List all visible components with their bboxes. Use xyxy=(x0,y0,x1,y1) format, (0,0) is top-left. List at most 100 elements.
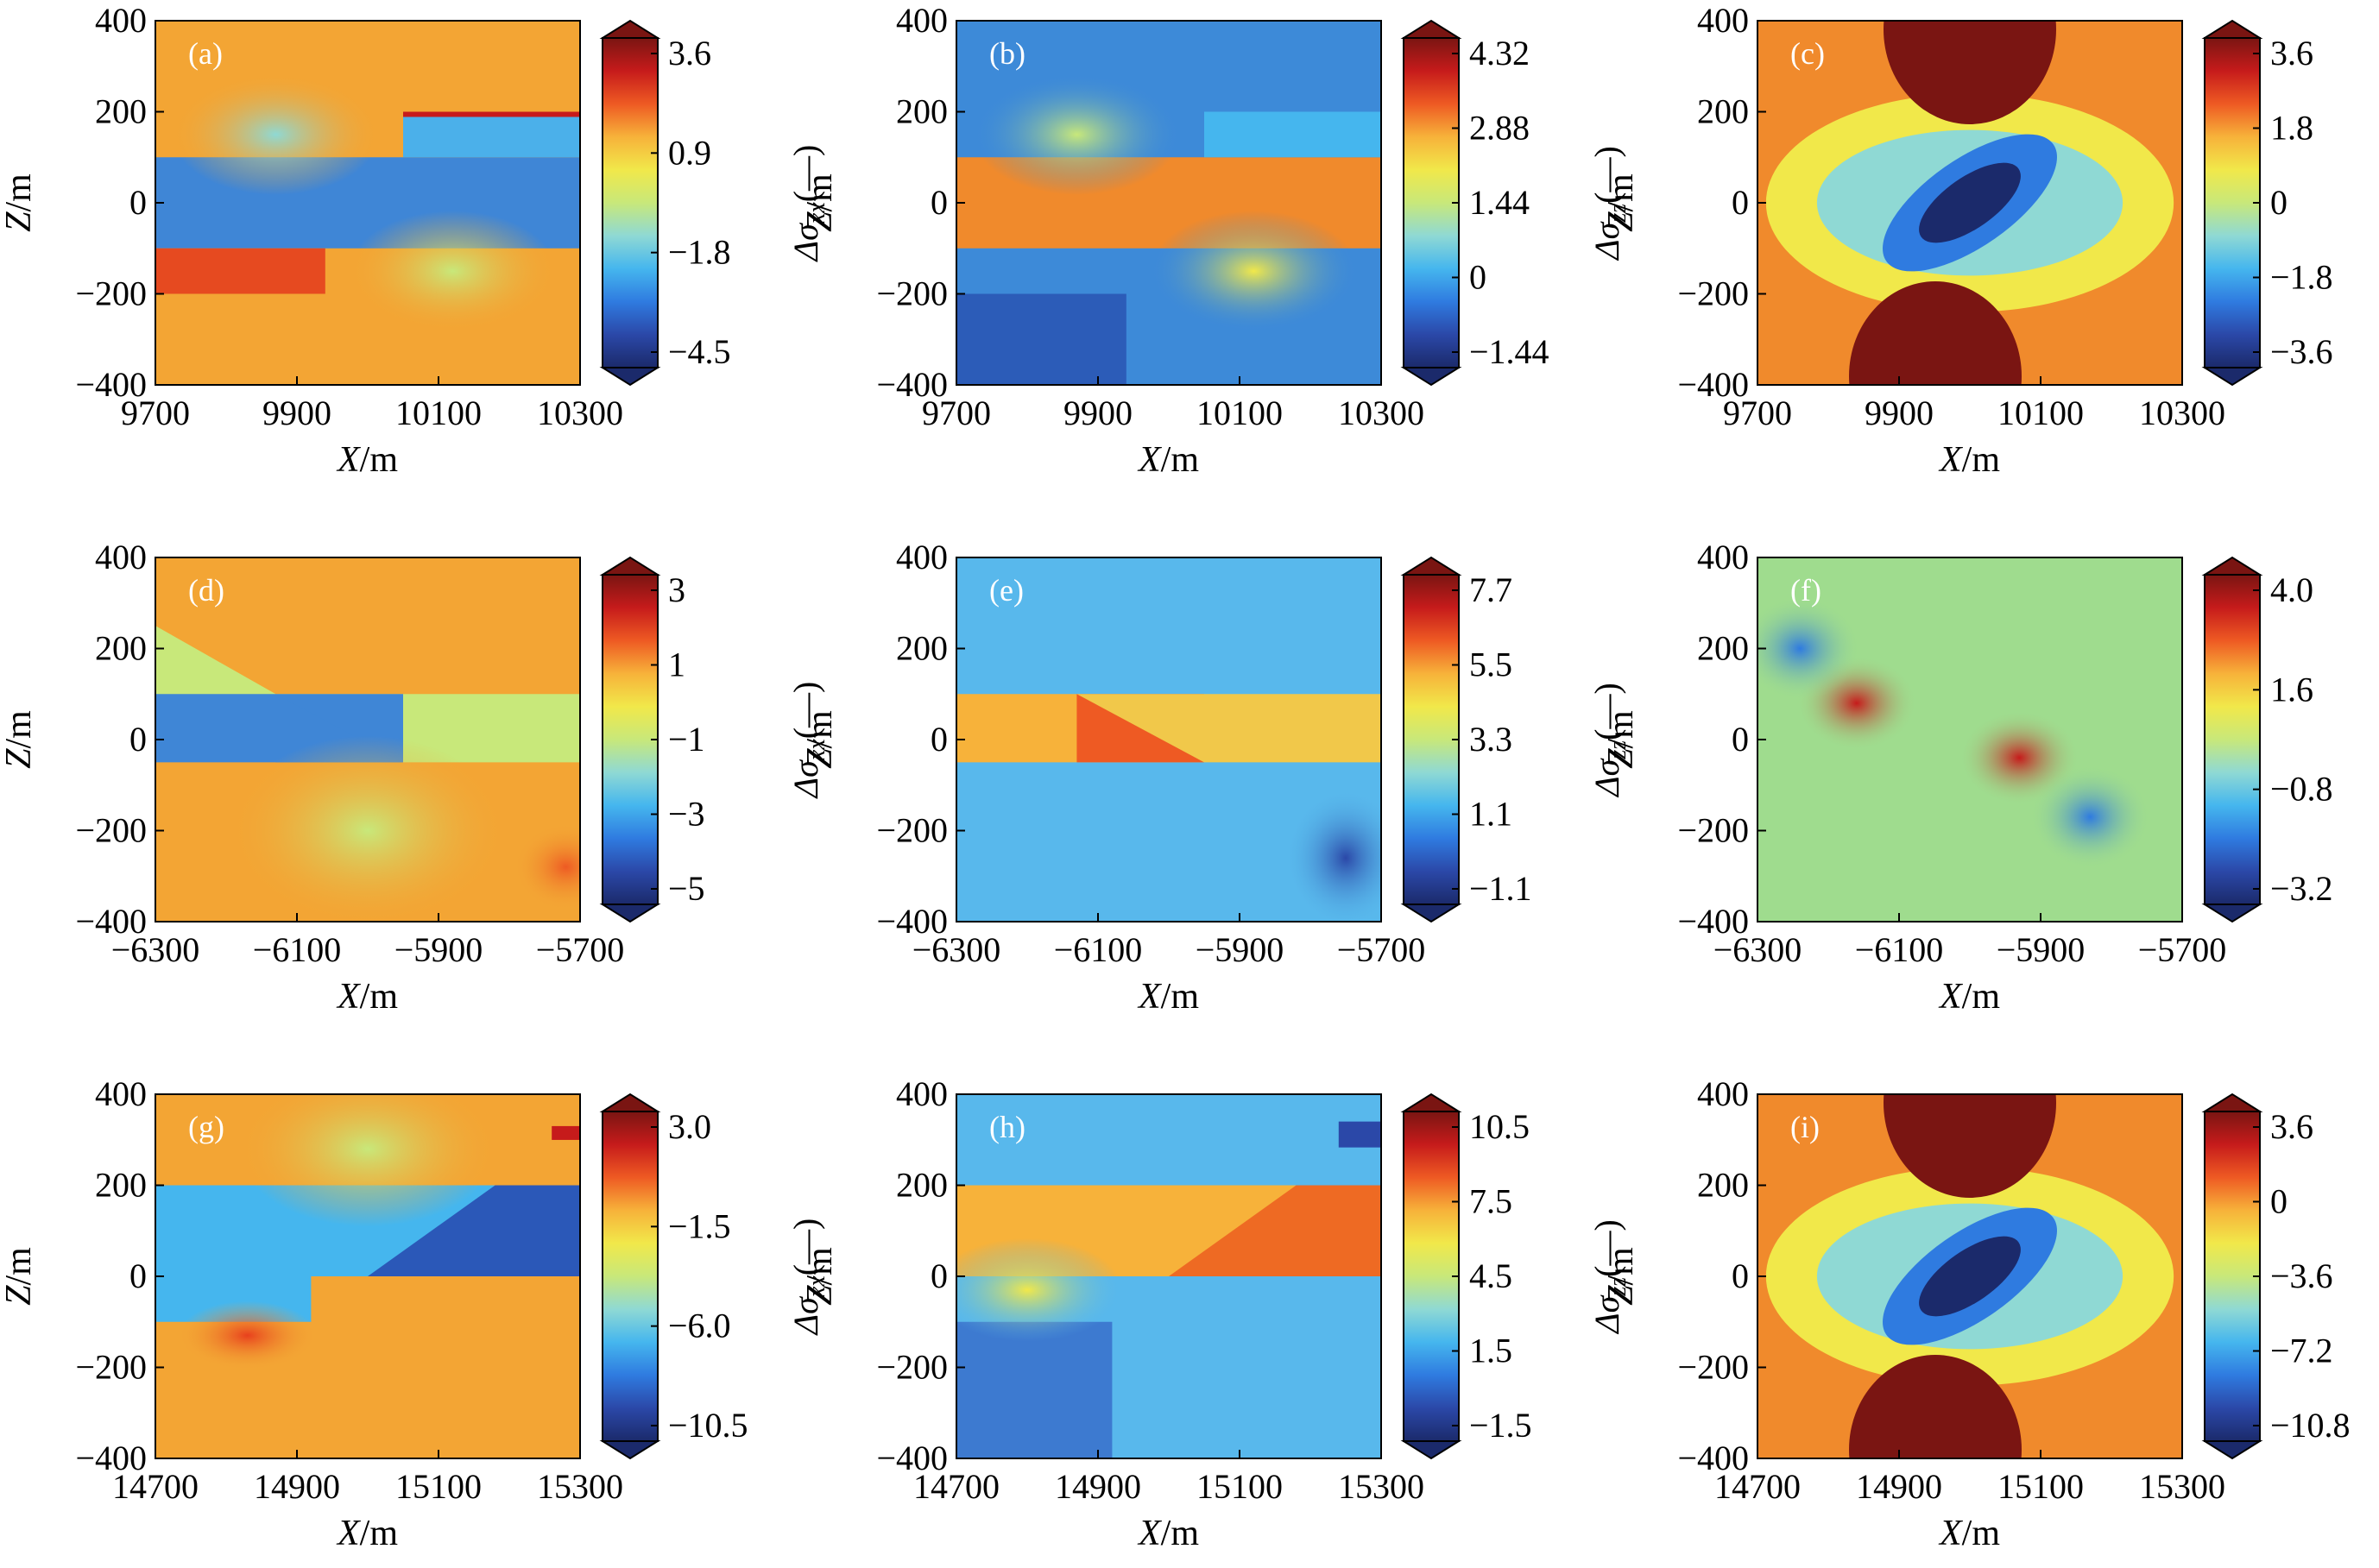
y-tick-label: −200 xyxy=(1677,811,1749,850)
x-tick-label: −5900 xyxy=(1196,930,1284,969)
heatmap-field xyxy=(956,557,1381,922)
heatmap-field xyxy=(155,21,580,385)
y-tick-label: 400 xyxy=(896,538,948,576)
y-tick-label: 400 xyxy=(1697,1074,1749,1113)
y-axis-label: Z/m xyxy=(0,710,39,769)
y-tick-label: 400 xyxy=(95,538,147,576)
colorbar-extend-min xyxy=(599,904,661,923)
colorbar: 7.7 5.5 3.3 1.1 −1.1 Δσzz(—) xyxy=(1400,556,1631,923)
colorbar: 4.32 2.88 1.44 0 −1.44 Δσzz(—) xyxy=(1400,19,1631,387)
colorbar: 4.01.6−0.8−3.2Δσxz(—) xyxy=(2201,556,2333,923)
y-tick-label: 0 xyxy=(931,183,948,222)
colorbar-tick-label: −0.8 xyxy=(2270,770,2333,809)
x-axis-label: X/m xyxy=(1137,977,1199,1017)
y-tick-label: 200 xyxy=(896,1166,948,1205)
colorbar-tick-label: −3 xyxy=(668,795,705,834)
x-tick-label: −5900 xyxy=(1997,930,2086,969)
colorbar-extend-max xyxy=(2201,19,2263,39)
colorbar-extend-min xyxy=(2201,904,2263,923)
colorbar-tick-label: 3.6 xyxy=(2270,1107,2313,1146)
x-tick-label: 14700 xyxy=(1714,1467,1801,1506)
y-tick-label: 200 xyxy=(1697,629,1749,668)
heatmap-field xyxy=(1757,557,2182,922)
x-tick-label: 14900 xyxy=(1856,1467,1942,1506)
panel-label: (e) xyxy=(989,573,1024,608)
x-tick-label: 10100 xyxy=(395,394,482,432)
panel-label: (f) xyxy=(1790,573,1821,608)
x-axis-label: X/m xyxy=(336,440,398,480)
x-tick-label: −5700 xyxy=(536,930,625,969)
colorbar-tick-label: −1.5 xyxy=(1469,1406,1532,1445)
y-tick-label: −400 xyxy=(75,365,147,404)
colorbar-tick-label: −4.5 xyxy=(668,332,731,371)
y-tick-label: −200 xyxy=(1677,1348,1749,1387)
colorbar-tick-label: 4.5 xyxy=(1469,1256,1512,1295)
y-axis-label: Z/m xyxy=(800,710,840,769)
panel-label: (c) xyxy=(1790,36,1825,71)
y-tick-label: 0 xyxy=(931,1256,948,1295)
colorbar-extend-max xyxy=(1400,19,1462,39)
y-tick-label: 200 xyxy=(896,92,948,131)
x-tick-label: 14900 xyxy=(254,1467,340,1506)
colorbar-label: Δσxx(—) xyxy=(786,1219,830,1337)
y-tick-label: 400 xyxy=(1697,538,1749,576)
x-tick-label: −5700 xyxy=(1337,930,1426,969)
colorbar-tick-label: 10.5 xyxy=(1469,1107,1530,1146)
y-tick-label: −200 xyxy=(75,274,147,313)
colorbar-tick-label: 7.7 xyxy=(1469,570,1512,609)
colorbar-extend-max xyxy=(2201,1093,2263,1112)
heatmap-field xyxy=(1757,1094,2182,1458)
colorbar-tick-label: 1.5 xyxy=(1469,1332,1512,1370)
panel-d: (d) 400 200 0 −200 −400−6300 −6100 −5900 −5700 X/… xyxy=(0,538,830,1017)
x-tick-label: 10100 xyxy=(1997,394,2084,432)
colorbar-extend-max xyxy=(1400,1093,1462,1112)
colorbar-label: Δσxx(—) xyxy=(786,682,830,800)
colorbar-tick-label: 1 xyxy=(668,645,685,684)
heatmap-field xyxy=(956,1094,1381,1458)
panel-label: (a) xyxy=(188,36,223,71)
y-tick-label: 400 xyxy=(1697,1,1749,40)
x-tick-label: −5700 xyxy=(2138,930,2227,969)
colorbar-tick-label: 3.6 xyxy=(2270,34,2313,72)
panel-e: (e) 400 200 0 −200 −400−6300 −6100 −5900 −5700 X/… xyxy=(800,538,1631,1017)
y-tick-label: 200 xyxy=(1697,92,1749,131)
colorbar: 3.6 0.9 −1.8 −4.5 Δσxx(—) xyxy=(599,19,830,387)
colorbar-tick-label: 4.0 xyxy=(2270,570,2313,609)
y-tick-label: 200 xyxy=(896,629,948,668)
panel-label: (h) xyxy=(989,1110,1025,1144)
colorbar-extend-min xyxy=(599,367,661,387)
y-tick-label: 400 xyxy=(896,1,948,40)
y-tick-label: −200 xyxy=(876,811,948,850)
y-tick-label: 0 xyxy=(1732,1256,1749,1295)
x-tick-label: −6100 xyxy=(253,930,342,969)
colorbar-tick-label: −1.1 xyxy=(1469,869,1532,908)
y-tick-label: −400 xyxy=(876,902,948,941)
x-tick-label: 10300 xyxy=(537,394,623,432)
y-tick-label: −200 xyxy=(876,1348,948,1387)
colorbar: 3.0 −1.5 −6.0 −10.5 Δσxx(—) xyxy=(599,1093,830,1460)
y-axis-label: Z/m xyxy=(1601,1247,1641,1306)
colorbar-tick-label: −1.5 xyxy=(668,1206,731,1245)
y-tick-label: −400 xyxy=(75,1439,147,1477)
x-axis-label: X/m xyxy=(336,977,398,1017)
x-axis-label: X/m xyxy=(1137,1514,1199,1553)
x-tick-label: 10100 xyxy=(1196,394,1283,432)
colorbar-label: Δσzz(—) xyxy=(1587,1219,1631,1335)
panel-label: (b) xyxy=(989,36,1025,71)
y-tick-label: −400 xyxy=(876,1439,948,1477)
x-axis-label: X/m xyxy=(1938,440,2000,480)
x-tick-label: 10300 xyxy=(1338,394,1424,432)
colorbar-tick-label: 1.44 xyxy=(1469,183,1530,222)
y-tick-label: −200 xyxy=(876,274,948,313)
y-tick-label: 0 xyxy=(129,720,147,759)
x-tick-label: 15100 xyxy=(1997,1467,2084,1506)
y-tick-label: 200 xyxy=(95,629,147,668)
colorbar-tick-label: −6.0 xyxy=(668,1307,731,1345)
panel-label: (i) xyxy=(1790,1110,1820,1144)
panel-label: (g) xyxy=(188,1110,224,1144)
x-tick-label: 14900 xyxy=(1055,1467,1141,1506)
